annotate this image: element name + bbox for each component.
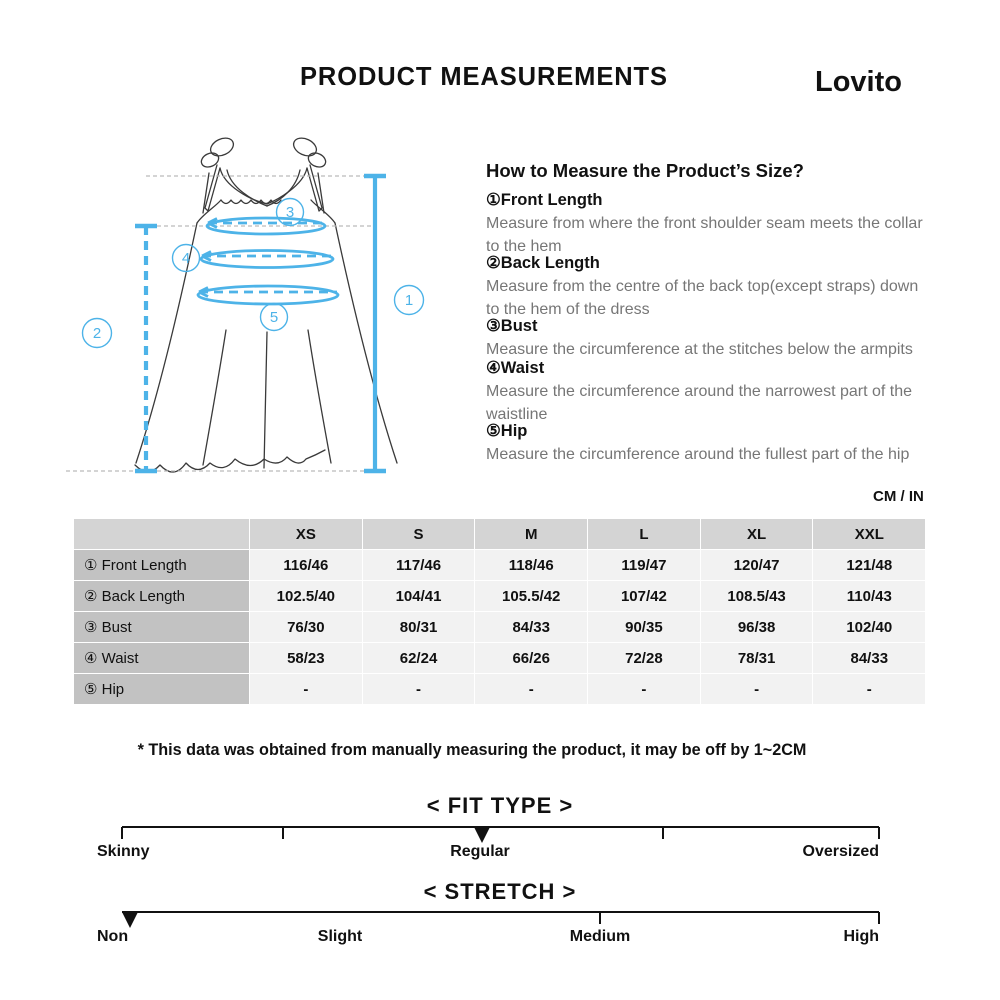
svg-text:1: 1 [405,292,413,309]
svg-text:5: 5 [270,309,278,326]
svg-text:2: 2 [93,325,101,342]
svg-text:4: 4 [182,250,190,267]
svg-text:3: 3 [286,204,294,221]
